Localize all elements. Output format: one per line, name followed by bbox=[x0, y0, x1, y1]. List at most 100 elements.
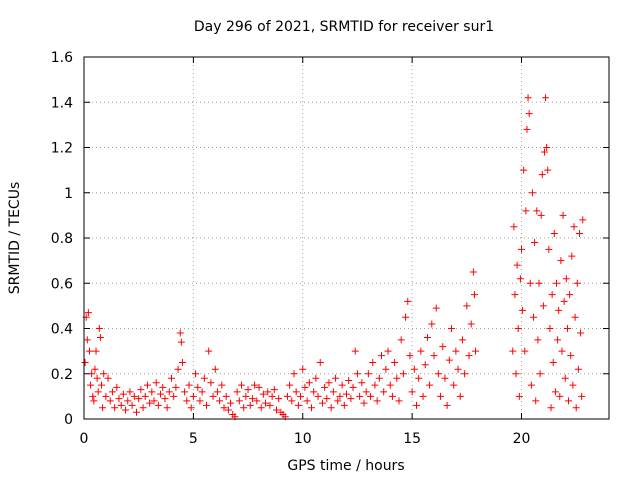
data-point bbox=[560, 297, 568, 305]
data-point bbox=[321, 383, 329, 391]
data-point bbox=[329, 388, 337, 396]
data-point bbox=[461, 370, 469, 378]
data-point bbox=[393, 374, 401, 382]
data-point bbox=[469, 268, 477, 276]
data-point bbox=[218, 381, 226, 389]
data-point bbox=[538, 171, 546, 179]
y-tick-label: 0 bbox=[64, 412, 73, 428]
data-point bbox=[432, 304, 440, 312]
data-point bbox=[570, 223, 578, 231]
data-point bbox=[417, 347, 425, 355]
data-point bbox=[397, 336, 405, 344]
data-point bbox=[395, 397, 403, 405]
y-tick-label: 0.8 bbox=[51, 231, 73, 247]
data-point bbox=[356, 392, 364, 400]
data-point bbox=[286, 381, 294, 389]
data-point bbox=[192, 370, 200, 378]
data-point bbox=[189, 392, 197, 400]
data-point bbox=[251, 381, 259, 389]
data-point bbox=[391, 358, 399, 366]
data-point bbox=[537, 211, 545, 219]
data-point bbox=[456, 392, 464, 400]
data-point bbox=[183, 397, 191, 405]
data-point bbox=[314, 392, 322, 400]
data-point bbox=[135, 395, 143, 403]
data-point bbox=[200, 374, 208, 382]
data-point bbox=[84, 309, 92, 317]
data-point bbox=[519, 306, 527, 314]
data-point bbox=[262, 399, 270, 407]
data-point bbox=[209, 392, 217, 400]
data-point bbox=[205, 347, 213, 355]
data-point bbox=[95, 325, 103, 332]
data-point bbox=[198, 388, 206, 396]
data-point bbox=[113, 383, 121, 391]
data-point bbox=[419, 392, 427, 400]
data-point bbox=[534, 336, 542, 344]
data-point bbox=[373, 397, 381, 405]
data-point bbox=[257, 404, 265, 412]
data-point bbox=[115, 395, 123, 403]
data-point bbox=[548, 291, 556, 299]
data-points bbox=[81, 94, 587, 421]
data-point bbox=[253, 397, 261, 405]
data-point bbox=[99, 404, 107, 412]
axis-ticks: 0 0.2 0.4 0.6 0.8 1 1.2 1.4 1.6 0 5 10 15 20 bbox=[51, 50, 609, 447]
data-point bbox=[102, 392, 110, 400]
data-point bbox=[577, 329, 585, 337]
data-point bbox=[513, 261, 521, 269]
data-point bbox=[83, 336, 91, 344]
data-point bbox=[430, 352, 438, 360]
data-point bbox=[148, 388, 156, 396]
data-point bbox=[539, 302, 547, 310]
y-tick-label: 1.2 bbox=[51, 141, 73, 157]
data-point bbox=[340, 401, 348, 409]
data-point bbox=[549, 358, 557, 366]
data-point bbox=[163, 404, 171, 412]
data-point bbox=[448, 325, 455, 332]
data-point bbox=[441, 374, 449, 382]
data-point bbox=[450, 381, 458, 389]
data-point bbox=[117, 401, 125, 409]
data-point bbox=[545, 245, 553, 253]
data-point bbox=[111, 404, 119, 412]
data-point bbox=[345, 377, 353, 385]
data-point bbox=[516, 275, 524, 283]
data-point bbox=[511, 291, 519, 299]
data-point bbox=[579, 216, 587, 224]
x-axis-label: GPS time / hours bbox=[287, 458, 404, 474]
data-point bbox=[532, 397, 540, 405]
data-point bbox=[544, 166, 552, 174]
data-point bbox=[386, 381, 394, 389]
y-tick-label: 1.6 bbox=[51, 50, 73, 66]
data-point bbox=[510, 223, 518, 231]
data-point bbox=[157, 390, 165, 398]
data-point bbox=[100, 370, 108, 378]
data-point bbox=[559, 211, 567, 219]
data-point bbox=[283, 392, 291, 400]
data-point bbox=[224, 406, 232, 414]
data-point bbox=[556, 392, 564, 400]
data-point bbox=[572, 404, 580, 412]
data-point bbox=[382, 365, 390, 373]
data-point bbox=[130, 392, 138, 400]
data-point bbox=[367, 392, 375, 400]
y-tick-label: 0.2 bbox=[51, 367, 73, 383]
data-point bbox=[124, 397, 132, 405]
data-point bbox=[238, 381, 245, 389]
data-point bbox=[343, 390, 350, 398]
data-point bbox=[470, 291, 478, 299]
data-point bbox=[181, 388, 189, 396]
data-point bbox=[174, 365, 182, 373]
data-point bbox=[523, 125, 531, 133]
data-point bbox=[526, 279, 534, 287]
data-point bbox=[139, 404, 147, 412]
data-point bbox=[165, 388, 173, 396]
data-point bbox=[246, 401, 254, 409]
data-point bbox=[235, 397, 243, 405]
data-point bbox=[434, 370, 442, 378]
data-point bbox=[141, 392, 149, 400]
data-point bbox=[524, 94, 532, 102]
data-point bbox=[108, 388, 116, 396]
data-point bbox=[248, 395, 256, 403]
